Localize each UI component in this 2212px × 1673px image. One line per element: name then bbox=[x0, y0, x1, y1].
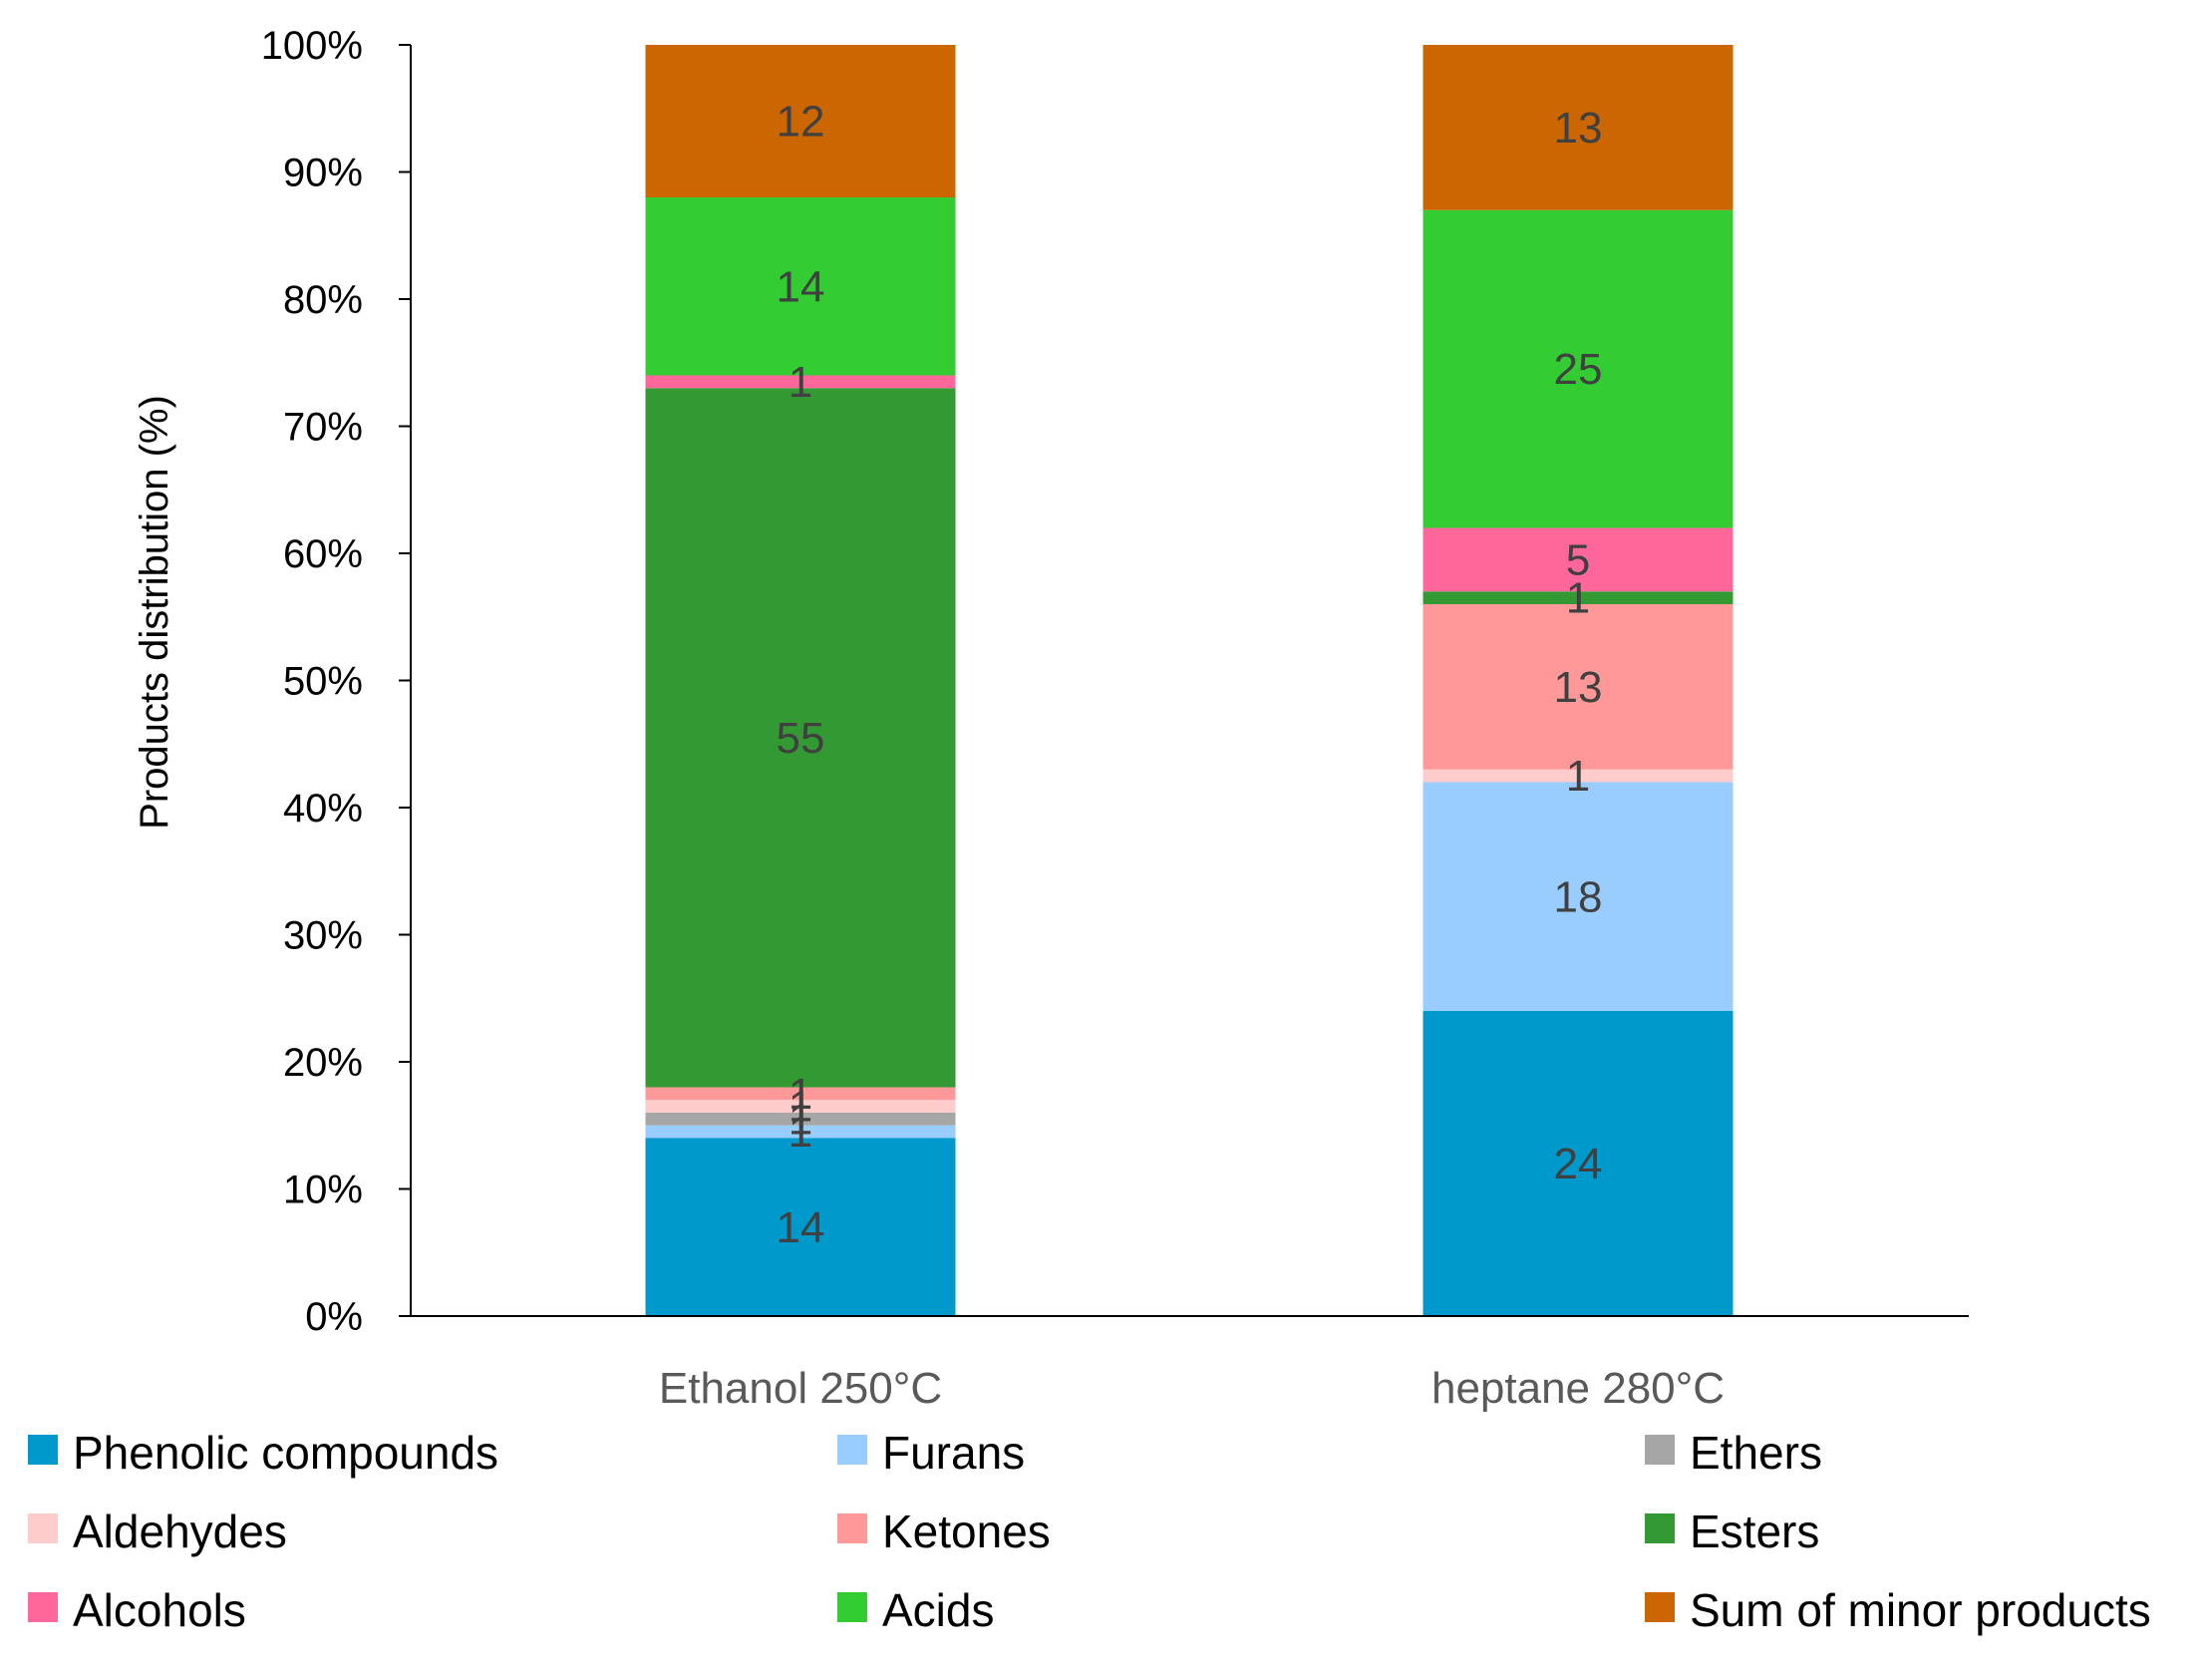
y-tick-label-5: 50% bbox=[283, 660, 363, 704]
y-tick-label-9: 90% bbox=[283, 152, 363, 195]
y-axis-title: Products distribution (%) bbox=[133, 395, 176, 830]
bar-segment-0-5 bbox=[645, 388, 956, 1088]
legend-swatch-7 bbox=[837, 1592, 867, 1622]
data-label-1-0: 24 bbox=[1554, 1140, 1603, 1188]
bar-segment-0-0 bbox=[645, 1138, 956, 1316]
legend-label-7: Acids bbox=[882, 1584, 994, 1636]
legend-label-1: Furans bbox=[882, 1427, 1025, 1479]
bar-segment-1-5 bbox=[1422, 591, 1734, 604]
data-label-1-3: 1 bbox=[1566, 752, 1590, 801]
category-label-0: Ethanol 250°C bbox=[659, 1364, 942, 1413]
legend-swatch-2 bbox=[1645, 1435, 1675, 1465]
data-label-0-8: 12 bbox=[777, 98, 825, 147]
y-tick-label-4: 40% bbox=[283, 787, 363, 831]
legend-label-0: Phenolic compounds bbox=[73, 1427, 498, 1479]
bar-segment-1-0 bbox=[1422, 1011, 1734, 1316]
legend-swatch-1 bbox=[837, 1435, 867, 1465]
legend-label-5: Esters bbox=[1690, 1506, 1819, 1557]
legend-swatch-8 bbox=[1645, 1592, 1675, 1622]
y-tick-label-1: 10% bbox=[283, 1169, 363, 1212]
bar-segment-0-6 bbox=[645, 375, 956, 389]
data-label-0-5: 55 bbox=[777, 714, 825, 763]
bar-segment-0-3 bbox=[645, 1100, 956, 1113]
legend-label-3: Aldehydes bbox=[73, 1506, 287, 1557]
data-label-0-4: 1 bbox=[789, 1070, 812, 1119]
data-label-0-1: 1 bbox=[789, 1108, 812, 1157]
data-label-0-6: 1 bbox=[789, 358, 812, 407]
bar-segment-1-8 bbox=[1422, 45, 1734, 210]
legend-swatch-6 bbox=[28, 1592, 58, 1622]
data-label-1-6: 5 bbox=[1566, 535, 1590, 584]
data-label-0-3: 1 bbox=[789, 1083, 812, 1132]
data-label-1-1: 18 bbox=[1554, 872, 1603, 921]
legend-swatch-3 bbox=[28, 1513, 58, 1543]
bar-segment-0-4 bbox=[645, 1087, 956, 1101]
data-label-1-8: 13 bbox=[1554, 104, 1603, 153]
data-label-0-0: 14 bbox=[777, 1203, 825, 1252]
y-tick-label-10: 100% bbox=[261, 24, 363, 68]
legend-label-2: Ethers bbox=[1690, 1427, 1822, 1479]
data-label-1-5: 1 bbox=[1566, 574, 1590, 623]
legend-swatch-5 bbox=[1645, 1513, 1675, 1543]
legend-swatch-4 bbox=[837, 1513, 867, 1543]
bar-segment-1-1 bbox=[1422, 782, 1734, 1011]
bar-segment-1-3 bbox=[1422, 769, 1734, 783]
bar-segment-0-8 bbox=[645, 45, 956, 197]
bar-segment-0-1 bbox=[645, 1125, 956, 1139]
data-label-0-7: 14 bbox=[777, 262, 825, 311]
y-tick-label-8: 80% bbox=[283, 278, 363, 322]
bar-segment-1-6 bbox=[1422, 527, 1734, 592]
data-label-0-2: 1 bbox=[789, 1095, 812, 1144]
legend-label-4: Ketones bbox=[882, 1506, 1051, 1557]
bar-segment-0-7 bbox=[645, 197, 956, 376]
y-tick-label-6: 60% bbox=[283, 532, 363, 576]
y-tick-label-3: 30% bbox=[283, 914, 363, 958]
bar-segment-1-7 bbox=[1422, 209, 1734, 528]
y-tick-label-2: 20% bbox=[283, 1041, 363, 1085]
legend-label-8: Sum of minor products bbox=[1690, 1584, 2151, 1636]
bar-segment-1-4 bbox=[1422, 604, 1734, 770]
legend-swatch-0 bbox=[28, 1435, 58, 1465]
y-tick-label-7: 70% bbox=[283, 406, 363, 450]
data-label-1-4: 13 bbox=[1554, 663, 1603, 712]
y-tick-label-0: 0% bbox=[305, 1295, 363, 1339]
bar-segment-0-2 bbox=[645, 1113, 956, 1126]
data-label-1-7: 25 bbox=[1554, 345, 1603, 394]
legend-label-6: Alcohols bbox=[73, 1584, 246, 1636]
category-label-1: heptane 280°C bbox=[1431, 1364, 1725, 1413]
